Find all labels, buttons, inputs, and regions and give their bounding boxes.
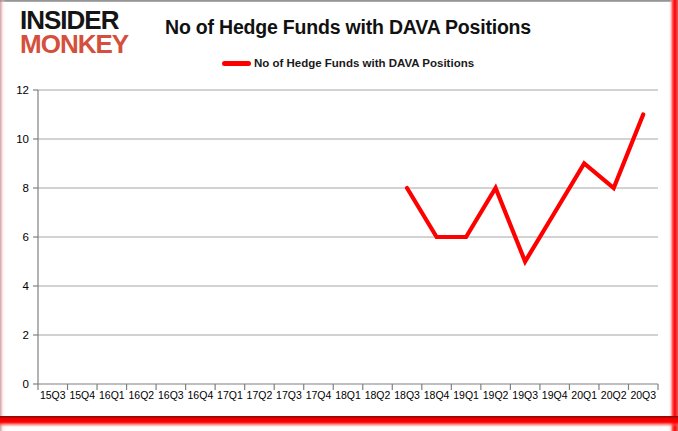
svg-text:18Q3: 18Q3 — [394, 389, 420, 401]
svg-text:20Q2: 20Q2 — [601, 389, 627, 401]
svg-text:17Q2: 17Q2 — [247, 389, 273, 401]
svg-text:18Q2: 18Q2 — [365, 389, 391, 401]
svg-text:20Q3: 20Q3 — [630, 389, 656, 401]
svg-text:16Q2: 16Q2 — [128, 389, 154, 401]
svg-text:2: 2 — [23, 329, 29, 341]
svg-text:18Q1: 18Q1 — [335, 389, 361, 401]
svg-text:16Q3: 16Q3 — [158, 389, 184, 401]
svg-text:12: 12 — [16, 84, 29, 96]
svg-text:6: 6 — [23, 231, 29, 243]
svg-text:17Q1: 17Q1 — [217, 389, 243, 401]
svg-text:20Q1: 20Q1 — [571, 389, 597, 401]
svg-text:17Q3: 17Q3 — [276, 389, 302, 401]
svg-text:17Q4: 17Q4 — [306, 389, 332, 401]
svg-text:19Q1: 19Q1 — [453, 389, 479, 401]
svg-text:19Q4: 19Q4 — [542, 389, 568, 401]
svg-text:18Q4: 18Q4 — [424, 389, 450, 401]
svg-text:10: 10 — [16, 133, 29, 145]
svg-text:15Q4: 15Q4 — [69, 389, 95, 401]
chart-frame: INSIDER MONKEY No of Hedge Funds with DA… — [0, 0, 678, 431]
svg-text:16Q1: 16Q1 — [99, 389, 125, 401]
svg-text:4: 4 — [23, 280, 30, 292]
svg-text:15Q3: 15Q3 — [40, 389, 66, 401]
chart-svg: 0 2 4 6 8 10 12 15Q315Q4 16Q116Q2 16Q3 16Q417Q1 17Q… — [0, 0, 678, 431]
svg-text:0: 0 — [23, 378, 29, 390]
svg-text:19Q3: 19Q3 — [512, 389, 538, 401]
svg-text:16Q4: 16Q4 — [188, 389, 214, 401]
svg-text:19Q2: 19Q2 — [483, 389, 509, 401]
svg-text:8: 8 — [23, 182, 29, 194]
